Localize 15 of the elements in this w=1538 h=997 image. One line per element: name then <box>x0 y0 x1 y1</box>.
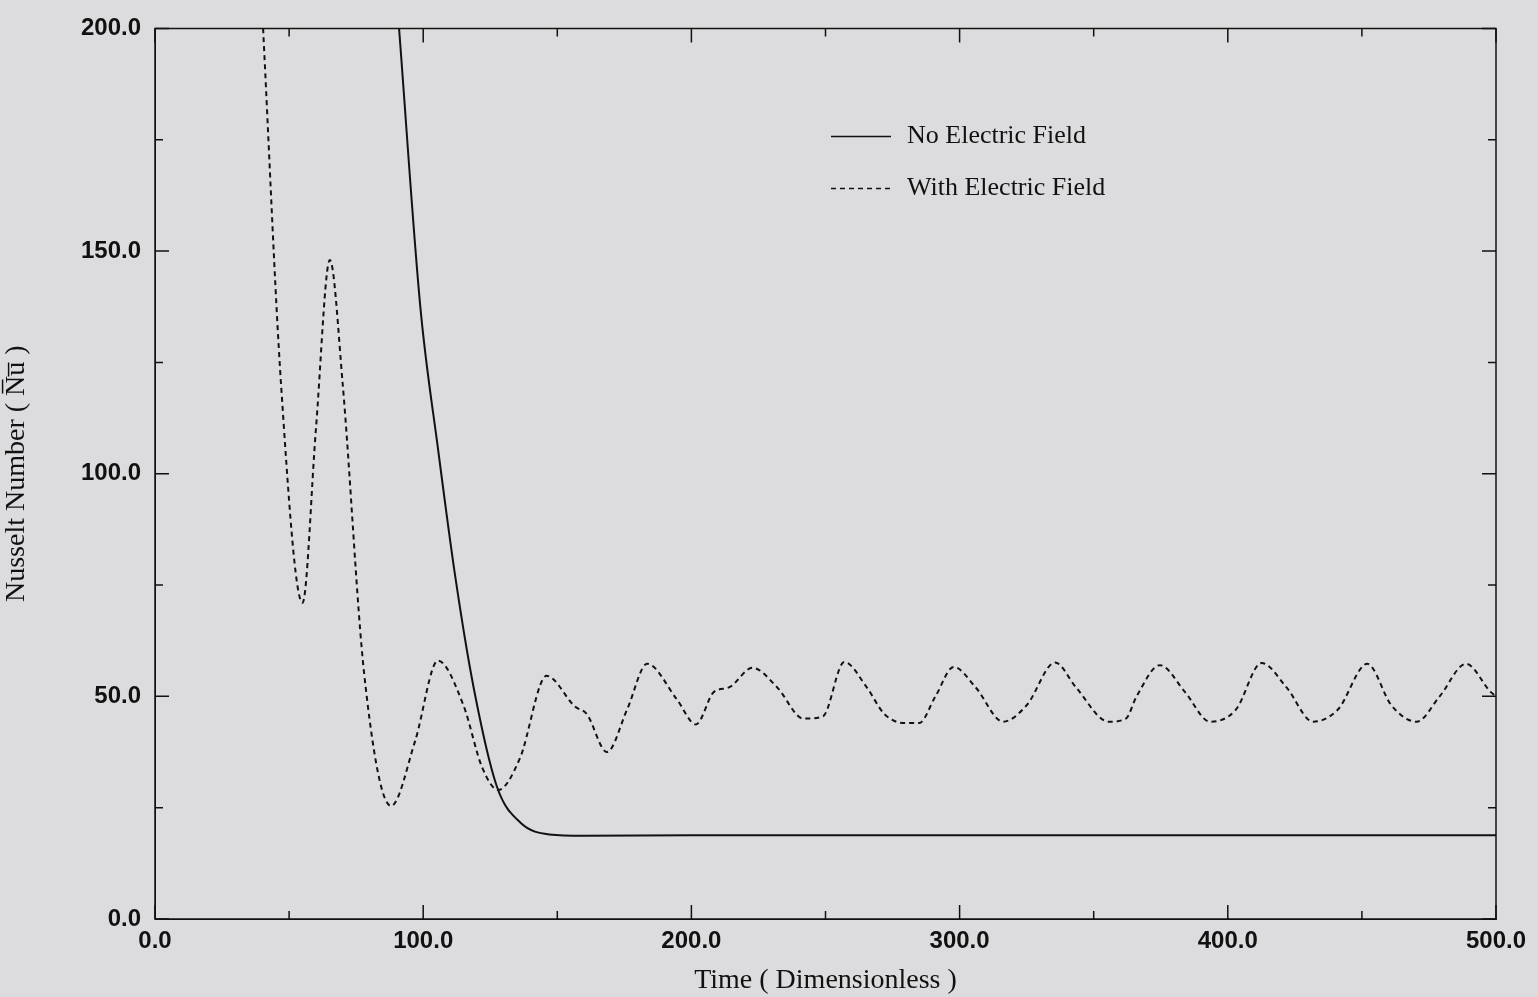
y-tick-label: 200.0 <box>80 13 141 41</box>
x-tick-label: 300.0 <box>929 926 990 954</box>
x-tick-label: 0.0 <box>138 926 172 954</box>
y-tick-label: 150.0 <box>80 235 141 263</box>
x-tick-label: 200.0 <box>661 926 722 954</box>
y-tick-label: 100.0 <box>80 458 141 486</box>
x-axis-title: Time ( Dimensionless ) <box>694 962 957 994</box>
legend-label: With Electric Field <box>907 172 1106 202</box>
y-tick-label: 50.0 <box>94 680 141 708</box>
x-tick-label: 500.0 <box>1465 926 1527 954</box>
x-tick-label: 400.0 <box>1197 926 1258 954</box>
y-tick-label: 0.0 <box>107 903 141 931</box>
x-tick-label: 100.0 <box>393 926 454 954</box>
y-axis-title: Nusselt Number ( N̅u̅ ) <box>0 345 31 603</box>
legend-label: No Electric Field <box>907 120 1087 150</box>
